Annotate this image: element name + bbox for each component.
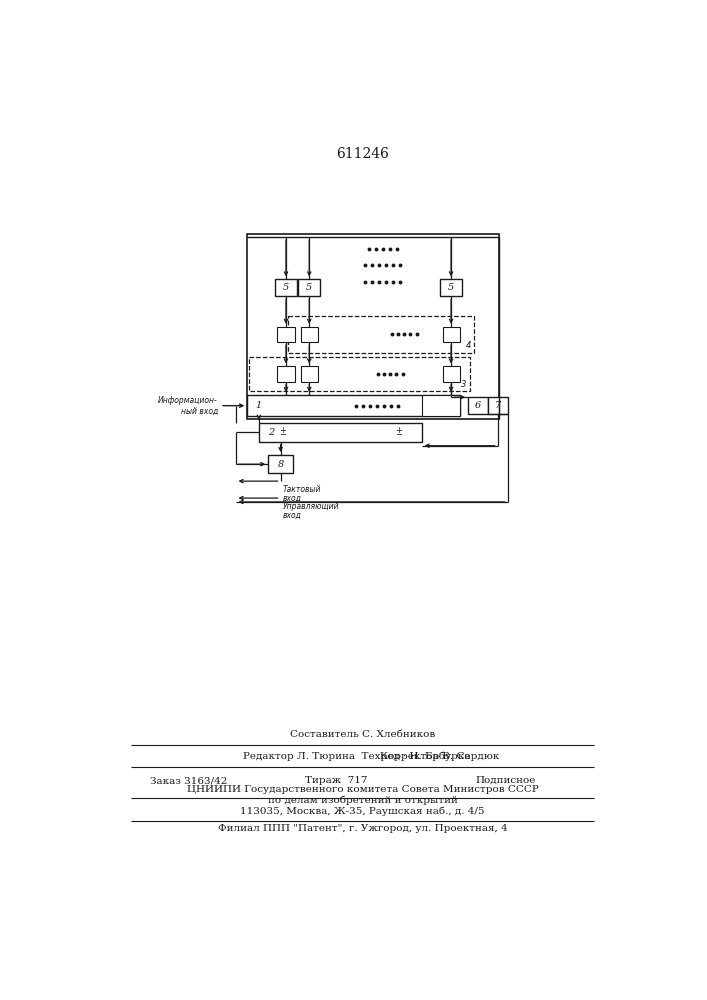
Text: 8: 8 — [277, 460, 284, 469]
Text: Редактор Л. Тюрина  Техред · Н. Бабурка: Редактор Л. Тюрина Техред · Н. Бабурка — [243, 751, 471, 761]
Text: 5: 5 — [448, 283, 454, 292]
Bar — [443, 327, 460, 342]
Text: 611246: 611246 — [337, 147, 389, 161]
Text: по делам изобретений и открытий: по делам изобретений и открытий — [268, 796, 457, 805]
Text: 5: 5 — [306, 283, 312, 292]
Bar — [268, 455, 293, 473]
Bar — [468, 397, 489, 414]
Text: Заказ 3163/42: Заказ 3163/42 — [151, 776, 228, 785]
Bar — [247, 395, 460, 416]
Bar — [300, 366, 317, 382]
Text: Подписное: Подписное — [476, 776, 536, 785]
Bar — [277, 327, 295, 342]
Text: ЦНИИПИ Государственного комитета Совета Министров СССР: ЦНИИПИ Государственного комитета Совета … — [187, 785, 539, 794]
Bar — [443, 366, 460, 382]
Text: 7: 7 — [494, 401, 501, 410]
Text: 2: 2 — [268, 428, 274, 437]
Text: Корректор В. Сердюк: Корректор В. Сердюк — [380, 752, 499, 761]
Text: вход: вход — [283, 493, 302, 502]
Text: 113035, Москва, Ж-35, Раушская наб., д. 4/5: 113035, Москва, Ж-35, Раушская наб., д. … — [240, 807, 485, 816]
Text: ный вход: ный вход — [180, 407, 218, 416]
Text: Составитель С. Хлебников: Составитель С. Хлебников — [290, 730, 436, 739]
Text: 5: 5 — [283, 283, 289, 292]
Text: Управляющий: Управляющий — [283, 502, 339, 511]
Text: Филиал ППП "Патент", г. Ужгород, ул. Проектная, 4: Филиал ППП "Патент", г. Ужгород, ул. Про… — [218, 824, 508, 833]
Text: 6: 6 — [475, 401, 481, 410]
Bar — [488, 397, 508, 414]
Text: −: − — [279, 431, 286, 440]
Text: 1: 1 — [255, 401, 261, 410]
Bar — [247, 234, 499, 419]
Text: Информацион-: Информацион- — [158, 396, 218, 405]
Bar — [421, 395, 460, 416]
Bar — [288, 316, 474, 353]
Text: 4: 4 — [466, 341, 472, 350]
Bar — [275, 279, 297, 296]
Bar — [259, 423, 421, 442]
Text: +: + — [279, 426, 286, 435]
Bar — [298, 279, 320, 296]
Text: +: + — [395, 426, 402, 435]
Bar — [300, 327, 317, 342]
Text: 3: 3 — [461, 380, 467, 389]
Bar — [277, 366, 295, 382]
Bar — [249, 357, 469, 391]
Text: вход: вход — [283, 510, 302, 519]
Text: −: − — [395, 431, 402, 440]
Bar — [440, 279, 462, 296]
Text: Тактовый: Тактовый — [283, 485, 322, 494]
Text: Тираж  717: Тираж 717 — [305, 776, 368, 785]
